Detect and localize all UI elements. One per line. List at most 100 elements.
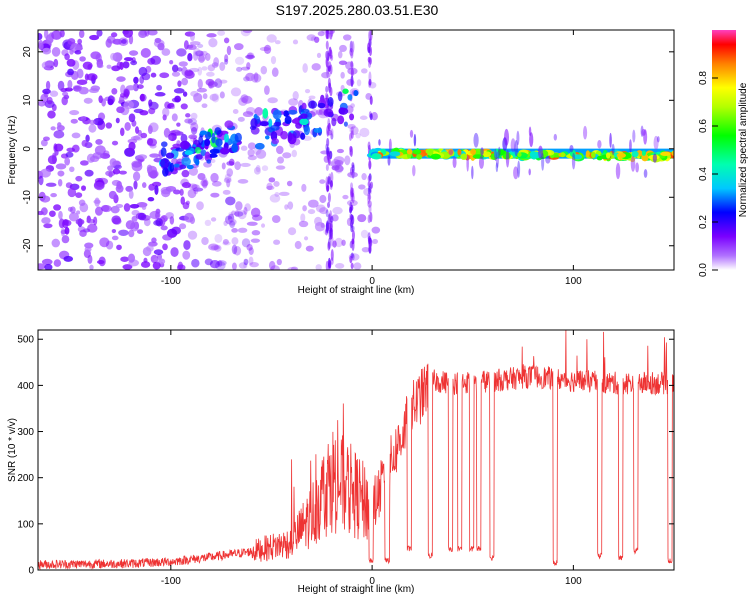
- streak-speck: [329, 86, 333, 97]
- band-speck: [300, 132, 306, 140]
- band-speck: [198, 135, 204, 146]
- colorbar-tick-label: 0.8: [698, 71, 709, 85]
- noise-speck: [66, 58, 76, 67]
- noise-speck: [361, 246, 370, 253]
- noise-speck: [58, 210, 63, 220]
- noise-speck: [171, 64, 179, 73]
- streak-speck: [367, 236, 371, 245]
- noise-speck: [69, 206, 76, 214]
- band-speck: [173, 163, 180, 168]
- noise-speck: [241, 95, 253, 104]
- noise-speck: [353, 262, 362, 270]
- noise-speck: [147, 137, 154, 146]
- band-halo: [615, 162, 621, 180]
- noise-speck: [268, 177, 276, 183]
- noise-speck: [292, 90, 299, 101]
- band-peak: [569, 149, 576, 157]
- noise-speck: [243, 262, 248, 269]
- noise-speck: [128, 229, 135, 238]
- noise-speck: [332, 240, 337, 248]
- noise-speck: [65, 182, 73, 189]
- noise-speck: [190, 90, 199, 97]
- noise-speck: [87, 223, 98, 233]
- y-tick-label: -20: [22, 238, 33, 253]
- noise-speck: [190, 127, 198, 135]
- noise-speck: [335, 262, 345, 269]
- noise-speck: [284, 204, 289, 210]
- noise-speck: [201, 176, 208, 183]
- band-speck: [343, 121, 348, 127]
- streak-speck: [325, 30, 329, 40]
- colorbar-tick-label: 0.0: [698, 263, 709, 277]
- band-halo: [653, 135, 659, 150]
- noise-speck: [317, 31, 325, 37]
- band-halo: [471, 165, 474, 180]
- band-speck: [231, 143, 239, 153]
- spectrogram-marks: [38, 30, 674, 270]
- noise-speck: [361, 68, 368, 74]
- colorbar-label: Normalized spectral amplitude: [738, 82, 749, 217]
- noise-speck: [38, 210, 44, 216]
- noise-speck: [319, 179, 326, 184]
- noise-speck: [118, 229, 129, 236]
- noise-speck: [162, 234, 173, 241]
- band-speck: [204, 151, 211, 159]
- noise-speck: [86, 218, 96, 224]
- noise-speck: [115, 203, 124, 208]
- band-speck: [310, 100, 315, 109]
- noise-speck: [51, 154, 57, 165]
- band-speck: [300, 108, 310, 113]
- band-halo: [529, 132, 534, 148]
- noise-speck: [128, 50, 139, 56]
- noise-speck: [120, 256, 129, 262]
- band-halo: [528, 168, 531, 176]
- noise-speck: [63, 255, 74, 262]
- band-speck: [272, 109, 282, 120]
- noise-speck: [150, 72, 157, 78]
- noise-speck: [315, 204, 326, 213]
- noise-speck: [197, 78, 203, 89]
- noise-speck: [200, 179, 209, 187]
- noise-speck: [208, 243, 219, 251]
- colorbar-tick-label: 0.4: [698, 167, 709, 181]
- streak-speck: [351, 192, 355, 204]
- noise-speck: [313, 36, 320, 43]
- noise-speck: [287, 201, 294, 210]
- chart-title: S197.2025.280.03.51.E30: [276, 2, 439, 18]
- noise-speck: [235, 201, 243, 211]
- noise-speck: [356, 79, 362, 87]
- noise-speck: [128, 190, 134, 199]
- noise-speck: [96, 30, 103, 37]
- noise-speck: [254, 107, 264, 116]
- noise-speck: [176, 122, 181, 127]
- streak-speck: [330, 215, 334, 223]
- band-halo: [514, 140, 519, 157]
- streak-speck: [369, 95, 373, 105]
- noise-speck: [189, 41, 201, 46]
- noise-speck: [236, 66, 243, 72]
- band-speck: [259, 121, 269, 127]
- streak-speck: [325, 50, 329, 60]
- noise-speck: [226, 45, 232, 56]
- noise-speck: [343, 34, 352, 41]
- band-speck: [342, 88, 349, 94]
- noise-speck: [42, 88, 51, 95]
- noise-speck: [141, 182, 147, 188]
- noise-speck: [88, 124, 97, 133]
- noise-speck: [69, 166, 75, 173]
- streak-speck: [367, 186, 371, 195]
- noise-speck: [64, 219, 72, 227]
- noise-speck: [93, 117, 104, 126]
- noise-speck: [42, 47, 52, 55]
- noise-speck: [149, 153, 160, 158]
- noise-speck: [116, 244, 122, 251]
- noise-speck: [196, 87, 208, 93]
- noise-speck: [70, 118, 78, 124]
- noise-speck: [347, 171, 358, 178]
- noise-speck: [306, 34, 317, 41]
- streak-speck: [328, 61, 332, 70]
- noise-speck: [276, 145, 284, 155]
- noise-speck: [198, 54, 205, 63]
- noise-speck: [87, 63, 93, 71]
- noise-speck: [307, 199, 319, 208]
